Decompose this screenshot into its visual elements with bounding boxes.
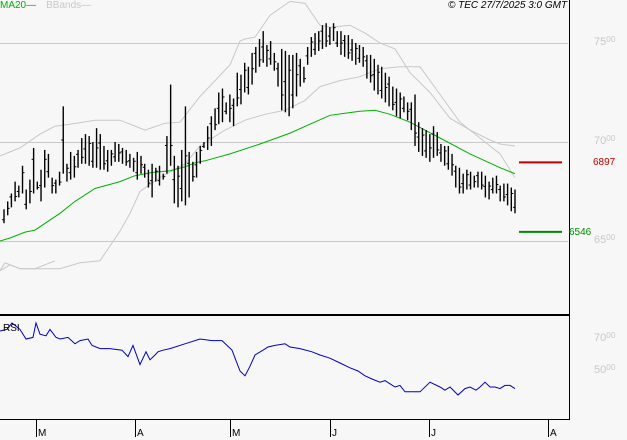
x-tick-label-aug: A <box>550 428 557 439</box>
price-tick-7500: 7500 <box>594 35 616 48</box>
price-bars <box>2 23 516 224</box>
price-tick-6500: 6500 <box>594 233 616 246</box>
x-axis-ticks <box>36 420 549 437</box>
x-tick-label-jun: J <box>332 428 337 439</box>
rsi-line <box>0 321 516 396</box>
copyright-text: © TEC 27/7/2025 3:0 GMT <box>448 0 568 11</box>
rsi-tick-70: 7000 <box>594 331 616 344</box>
x-tick-label-apr: A <box>137 428 144 439</box>
chart-legend: MA20— BBands— <box>0 0 91 12</box>
ma20-line <box>0 109 516 242</box>
x-tick-label-jul: J <box>431 428 436 439</box>
x-tick-label-may: M <box>232 428 241 439</box>
rsi-tick-50: 5000 <box>594 363 616 376</box>
legend-ma20: MA20— <box>0 0 37 11</box>
support-label: 6546 <box>569 227 592 238</box>
legend-bbands: BBands— <box>46 0 92 11</box>
price-gridlines <box>0 43 568 242</box>
x-tick-label-mar: M <box>38 428 47 439</box>
bollinger-bands <box>0 0 516 272</box>
resistance-label: 6897 <box>593 157 616 168</box>
rsi-label: RSI <box>3 323 20 334</box>
price-tick-7000: 7000 <box>594 134 616 147</box>
